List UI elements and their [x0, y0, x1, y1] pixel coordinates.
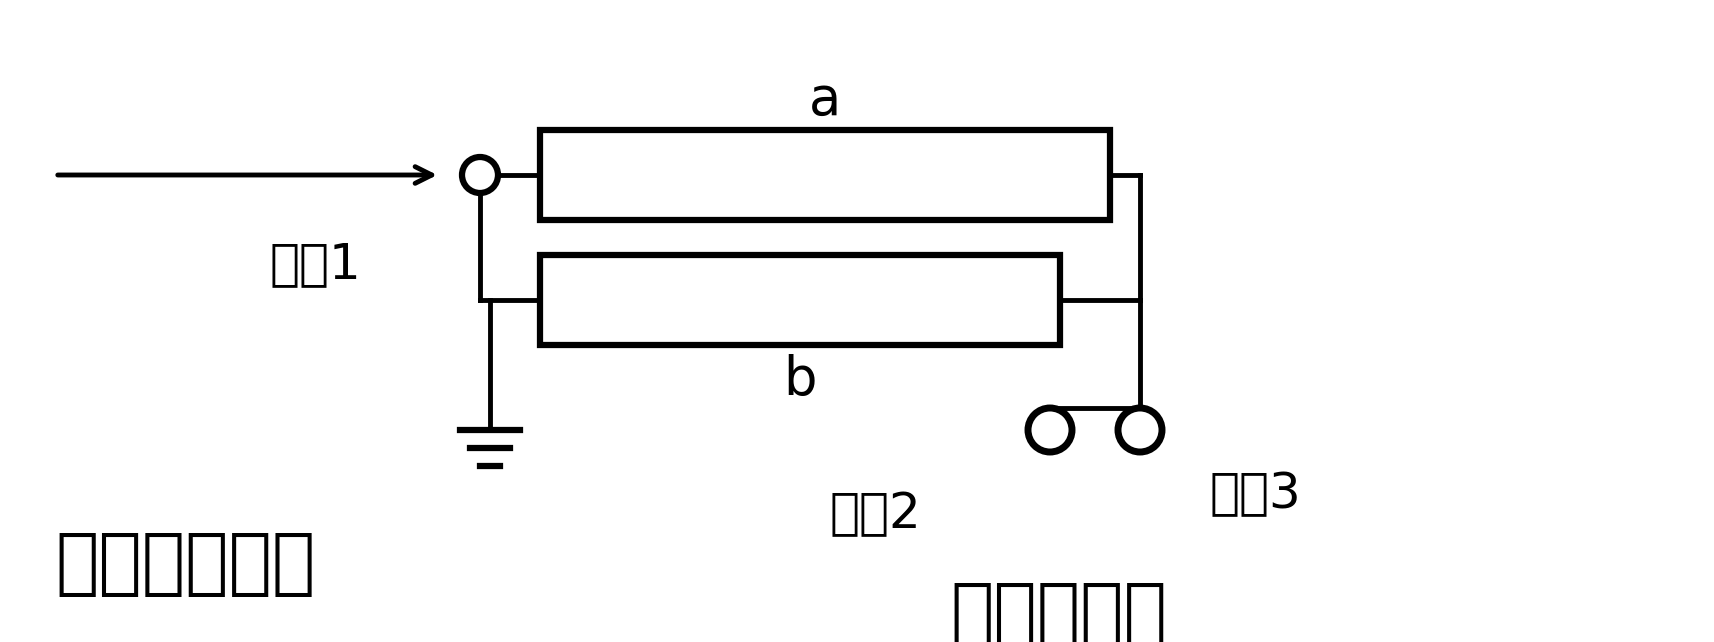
Text: a: a [809, 74, 840, 126]
Bar [540, 130, 1109, 220]
Text: 端口3: 端口3 [1210, 470, 1301, 518]
Text: 端口1: 端口1 [269, 240, 362, 288]
Text: 非平衡端输入: 非平衡端输入 [55, 530, 315, 599]
Text: b: b [783, 354, 816, 406]
Text: 端口2: 端口2 [830, 490, 920, 538]
Bar [540, 255, 1059, 345]
Text: 平衡端输出: 平衡端输出 [950, 580, 1166, 642]
